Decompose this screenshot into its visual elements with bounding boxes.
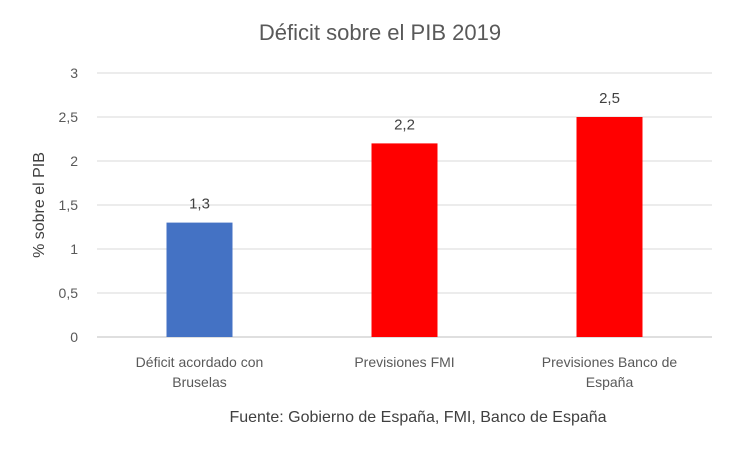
bars xyxy=(166,117,643,337)
y-axis-ticks: 0 0,5 1 1,5 2 2,5 3 xyxy=(59,65,79,345)
source-note: Fuente: Gobierno de España, FMI, Banco d… xyxy=(229,409,606,426)
x-tick-label: Previsiones FMI xyxy=(354,354,454,370)
y-tick-label: 0,5 xyxy=(59,285,79,301)
bar xyxy=(576,117,643,337)
data-label: 2,2 xyxy=(394,116,415,133)
x-tick-label-line: Déficit acordado con xyxy=(136,354,264,370)
bar xyxy=(166,222,233,337)
y-tick-label: 1 xyxy=(70,241,78,257)
x-tick-label-line: Bruselas xyxy=(172,374,226,390)
bar xyxy=(371,143,438,337)
y-tick-label: 3 xyxy=(70,65,78,81)
y-tick-label: 2 xyxy=(70,153,78,169)
data-labels: 1,3 2,2 2,5 xyxy=(189,90,620,213)
y-tick-label: 0 xyxy=(70,329,78,345)
x-tick-label-line: Previsiones FMI xyxy=(354,354,454,370)
x-tick-label: Previsiones Banco de España xyxy=(542,354,678,390)
x-axis-ticks: Déficit acordado con Bruselas Previsiones … xyxy=(136,354,678,390)
x-tick-label-line: Previsiones Banco de xyxy=(542,354,678,370)
y-axis-label: % sobre el PIB xyxy=(31,152,48,258)
y-tick-label: 2,5 xyxy=(59,109,79,125)
data-label: 1,3 xyxy=(189,196,210,213)
x-tick-label: Déficit acordado con Bruselas xyxy=(136,354,264,390)
y-tick-label: 1,5 xyxy=(59,197,79,213)
x-tick-label-line: España xyxy=(586,374,634,390)
data-label: 2,5 xyxy=(599,90,620,107)
chart-title: Déficit sobre el PIB 2019 xyxy=(259,20,501,45)
